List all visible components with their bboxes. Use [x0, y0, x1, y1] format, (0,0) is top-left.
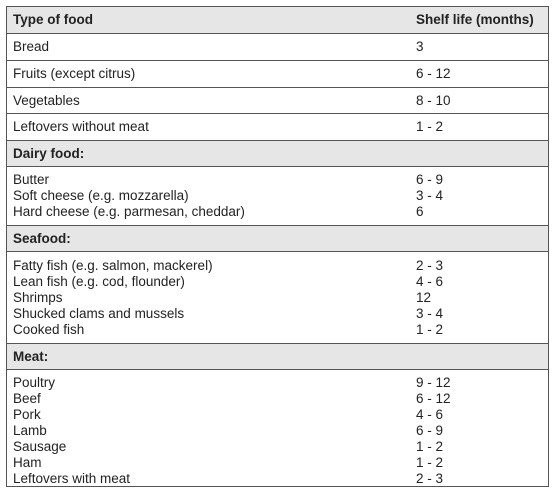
food-names: Poultry Beef Pork Lamb Sausage Ham Lefto… [13, 375, 130, 487]
shelf-life-value: 1 - 2 [416, 119, 444, 134]
food-name: Shrimps [13, 290, 63, 305]
food-name: Lean fish (e.g. cod, flounder) [13, 274, 185, 289]
section-title: Seafood: [13, 231, 71, 246]
section-title: Dairy food: [13, 146, 85, 161]
food-name: Soft cheese (e.g. mozzarella) [13, 188, 189, 203]
table-row: Leftovers without meat 1 - 2 [7, 113, 548, 140]
food-name: Hard cheese (e.g. parmesan, cheddar) [13, 204, 245, 219]
shelf-life-value: 8 - 10 [416, 93, 451, 108]
shelf-life-value: 4 - 6 [416, 407, 444, 422]
shelf-life-value: 6 - 12 [416, 66, 451, 81]
section-header-meat: Meat: [7, 343, 548, 369]
shelf-life-value: 1 - 2 [416, 455, 444, 470]
food-name: Pork [13, 407, 41, 422]
section-header-dairy: Dairy food: [7, 140, 548, 166]
shelf-life-value: 2 - 3 [416, 258, 444, 273]
food-name: Shucked clams and mussels [13, 306, 185, 321]
section-body-meat: Poultry Beef Pork Lamb Sausage Ham Lefto… [7, 369, 548, 486]
shelf-life-values: 6 - 9 3 - 4 6 [416, 172, 443, 220]
shelf-life-value: 1 - 2 [416, 322, 444, 337]
table-row: Vegetables 8 - 10 [7, 87, 548, 113]
food-name: Leftovers without meat [13, 119, 149, 134]
shelf-life-value: 4 - 6 [416, 274, 444, 289]
shelf-life-table: Type of food Shelf life (months) Bread 3… [6, 6, 549, 487]
food-name: Butter [13, 172, 50, 187]
shelf-life-value: 3 - 4 [416, 306, 444, 321]
food-name: Poultry [13, 375, 56, 390]
table-row: Bread 3 [7, 33, 548, 60]
shelf-life-value: 6 - 9 [416, 172, 444, 187]
food-name: Fruits (except citrus) [13, 66, 136, 81]
shelf-life-values: 2 - 3 4 - 6 12 3 - 4 1 - 2 [416, 258, 443, 338]
food-name: Ham [13, 455, 42, 470]
food-name: Lamb [13, 423, 47, 438]
shelf-life-value: 2 - 3 [416, 471, 444, 486]
shelf-life-value: 9 - 12 [416, 375, 451, 390]
section-header-seafood: Seafood: [7, 225, 548, 251]
shelf-life-value: 12 [416, 290, 432, 305]
section-body-dairy: Butter Soft cheese (e.g. mozzarella) Har… [7, 166, 548, 225]
food-name: Fatty fish (e.g. salmon, mackerel) [13, 258, 213, 273]
column-header-food: Type of food [13, 12, 93, 27]
food-name: Leftovers with meat [13, 471, 131, 486]
table-row: Fruits (except citrus) 6 - 12 [7, 60, 548, 87]
food-name: Sausage [13, 439, 67, 454]
food-name: Beef [13, 391, 41, 406]
shelf-life-value: 6 [416, 204, 424, 219]
shelf-life-value: 3 [416, 39, 424, 54]
shelf-life-values: 9 - 12 6 - 12 4 - 6 6 - 9 1 - 2 1 - 2 2 … [416, 375, 451, 487]
food-names: Butter Soft cheese (e.g. mozzarella) Har… [13, 172, 245, 220]
food-names: Fatty fish (e.g. salmon, mackerel) Lean … [13, 258, 213, 338]
section-title: Meat: [13, 349, 49, 364]
shelf-life-value: 3 - 4 [416, 188, 444, 203]
section-body-seafood: Fatty fish (e.g. salmon, mackerel) Lean … [7, 251, 548, 343]
shelf-life-value: 1 - 2 [416, 439, 444, 454]
food-name: Cooked fish [13, 322, 85, 337]
food-name: Bread [13, 39, 50, 54]
table-header-row: Type of food Shelf life (months) [7, 7, 548, 33]
shelf-life-value: 6 - 9 [416, 423, 444, 438]
column-header-shelf-life: Shelf life (months) [416, 12, 534, 27]
food-name: Vegetables [13, 93, 80, 108]
shelf-life-value: 6 - 12 [416, 391, 451, 406]
